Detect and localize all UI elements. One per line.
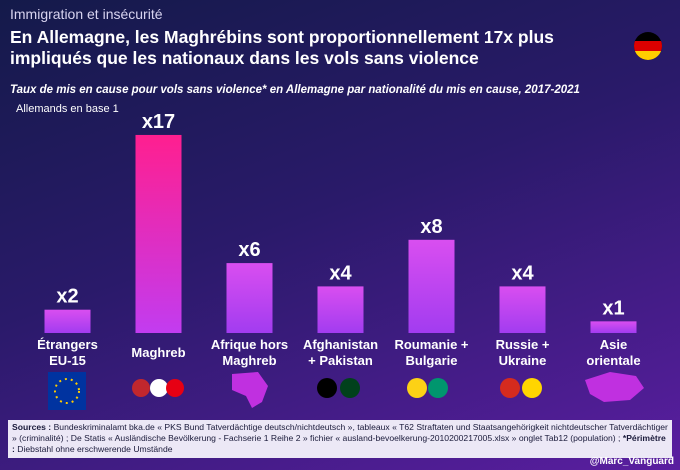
bar xyxy=(408,239,455,333)
value-label: x4 xyxy=(329,262,352,284)
x-tick-label: Roumanie + Bulgarie xyxy=(394,337,469,368)
x-tick-label: Étrangers EU-15 xyxy=(37,337,98,368)
flag-germany xyxy=(634,32,662,60)
credit: @Marc_Vanguard xyxy=(589,456,674,467)
x-tick-label: Russie + Ukraine xyxy=(495,337,550,368)
value-label: x4 xyxy=(511,262,534,284)
source-label: Sources : xyxy=(12,422,52,432)
icons xyxy=(48,372,644,410)
bar xyxy=(135,134,182,333)
value-label: x8 xyxy=(420,216,442,238)
scope-text: Diebstahl ohne erschwerende Umstände xyxy=(17,444,173,454)
bar xyxy=(590,321,637,333)
value-label: x6 xyxy=(238,239,260,261)
kicker: Immigration et insécurité xyxy=(10,6,163,22)
footer: Sources : Bundeskriminalamt bka.de « PKS… xyxy=(8,420,672,458)
x-tick-label: Afrique hors Maghreb xyxy=(210,337,289,368)
source-text: Bundeskriminalamt bka.de « PKS Bund Tatv… xyxy=(12,422,668,443)
x-tick-label: Asie orientale xyxy=(586,337,641,368)
note: Allemands en base 1 xyxy=(16,103,119,115)
bar xyxy=(44,309,91,333)
bar xyxy=(317,286,364,333)
value-label: x1 xyxy=(602,297,624,319)
value-label: x17 xyxy=(142,111,175,133)
chart-title: En Allemagne, les Maghrébins sont propor… xyxy=(10,27,554,68)
bar xyxy=(226,263,273,333)
bar xyxy=(499,286,546,333)
x-tick-label: Afghanistan + Pakistan xyxy=(302,337,379,368)
value-label: x2 xyxy=(56,286,78,308)
scope-label: *Périmètre : xyxy=(12,433,666,454)
subtitle: Taux de mis en cause pour vols sans viol… xyxy=(10,84,580,96)
x-tick-label: Maghreb xyxy=(131,345,186,360)
